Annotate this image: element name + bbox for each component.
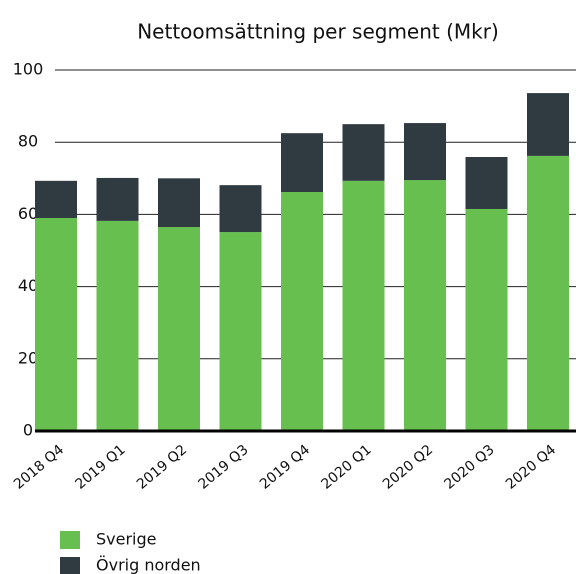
y-tick-label: 60: [18, 204, 38, 223]
legend-label: Övrig norden: [96, 556, 201, 574]
bar-segment: [281, 133, 323, 193]
bar-segment: [35, 218, 77, 431]
bar-segment: [342, 180, 385, 431]
bar-segment: [96, 177, 139, 221]
bar-segment: [35, 180, 77, 219]
bar-segment: [527, 155, 569, 431]
bar-segment: [281, 192, 323, 431]
x-tick-label: 2019 Q1: [72, 442, 128, 493]
y-tick-label: 100: [13, 60, 44, 79]
bar-segment: [158, 227, 200, 431]
bar-segment: [96, 220, 139, 431]
bar-segment: [158, 178, 200, 228]
chart-title: Nettoomsättning per segment (Mkr): [137, 20, 499, 44]
bar-segment: [465, 208, 508, 431]
x-tick-label: 2018 Q4: [11, 442, 67, 493]
y-tick-label: 80: [18, 132, 38, 151]
legend-swatch: [60, 557, 80, 574]
y-tick-label: 0: [23, 421, 33, 440]
bar-segment: [219, 232, 262, 431]
x-tick-label: 2020 Q2: [380, 442, 436, 493]
x-tick-label: 2020 Q1: [318, 442, 374, 493]
bar-segment: [527, 93, 569, 156]
bar-segment: [219, 185, 262, 233]
y-tick-label: 40: [18, 276, 38, 295]
x-tick-label: 2020 Q4: [503, 442, 559, 493]
x-tick-label: 2020 Q3: [441, 442, 497, 493]
x-tick-label: 2019 Q3: [195, 442, 251, 493]
bar-segment: [404, 180, 446, 431]
legend-label: Sverige: [96, 530, 157, 549]
x-tick-label: 2019 Q2: [134, 442, 190, 493]
x-tick-label: 2019 Q4: [257, 442, 313, 493]
bar-segment: [342, 124, 385, 181]
bar-segment: [404, 123, 446, 181]
bar-segment: [465, 157, 508, 209]
legend-swatch: [60, 531, 80, 549]
y-tick-label: 20: [18, 348, 38, 367]
